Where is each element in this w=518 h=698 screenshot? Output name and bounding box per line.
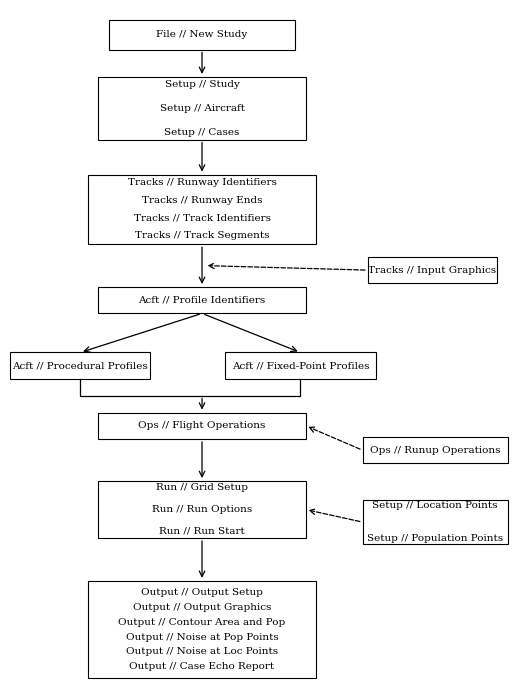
Text: Output // Noise at Loc Points: Output // Noise at Loc Points	[126, 647, 278, 656]
Text: Tracks // Runway Identifiers: Tracks // Runway Identifiers	[127, 179, 277, 187]
FancyBboxPatch shape	[88, 174, 316, 244]
Text: Setup // Study: Setup // Study	[165, 80, 239, 89]
FancyBboxPatch shape	[88, 581, 316, 678]
Text: Setup // Cases: Setup // Cases	[164, 128, 240, 137]
Text: Acft // Profile Identifiers: Acft // Profile Identifiers	[138, 296, 266, 304]
FancyBboxPatch shape	[98, 413, 306, 439]
FancyBboxPatch shape	[98, 77, 306, 140]
Text: Tracks // Track Segments: Tracks // Track Segments	[135, 232, 269, 240]
Text: Tracks // Track Identifiers: Tracks // Track Identifiers	[134, 214, 270, 223]
FancyBboxPatch shape	[109, 20, 295, 50]
FancyBboxPatch shape	[363, 437, 508, 463]
Text: Acft // Procedural Profiles: Acft // Procedural Profiles	[12, 362, 148, 370]
Text: Output // Contour Area and Pop: Output // Contour Area and Pop	[119, 618, 285, 627]
FancyBboxPatch shape	[10, 352, 150, 379]
FancyBboxPatch shape	[363, 500, 508, 544]
Text: Setup // Population Points: Setup // Population Points	[367, 534, 503, 543]
FancyBboxPatch shape	[98, 287, 306, 313]
Text: Output // Output Graphics: Output // Output Graphics	[133, 603, 271, 612]
Text: Setup // Aircraft: Setup // Aircraft	[160, 104, 244, 112]
Text: Acft // Fixed-Point Profiles: Acft // Fixed-Point Profiles	[232, 362, 369, 370]
FancyBboxPatch shape	[225, 352, 376, 379]
FancyBboxPatch shape	[368, 257, 497, 283]
Text: Ops // Runup Operations: Ops // Runup Operations	[370, 446, 500, 454]
Text: Setup // Location Points: Setup // Location Points	[372, 501, 498, 510]
Text: File // New Study: File // New Study	[156, 31, 248, 39]
Text: Output // Case Echo Report: Output // Case Echo Report	[130, 662, 275, 671]
Text: Tracks // Runway Ends: Tracks // Runway Ends	[142, 196, 262, 205]
Text: Run // Grid Setup: Run // Grid Setup	[156, 483, 248, 492]
FancyBboxPatch shape	[98, 481, 306, 538]
Text: Output // Output Setup: Output // Output Setup	[141, 588, 263, 597]
Text: Ops // Flight Operations: Ops // Flight Operations	[138, 422, 266, 430]
Text: Tracks // Input Graphics: Tracks // Input Graphics	[368, 266, 497, 274]
Text: Output // Noise at Pop Points: Output // Noise at Pop Points	[126, 632, 278, 641]
Text: Run // Run Options: Run // Run Options	[152, 505, 252, 514]
Text: Run // Run Start: Run // Run Start	[159, 527, 245, 536]
